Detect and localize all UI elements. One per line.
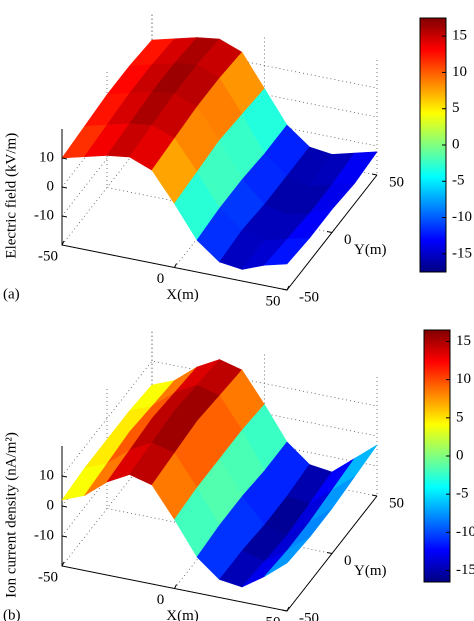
z-tick-label: -10: [34, 207, 54, 223]
z-tick: [61, 215, 68, 218]
panel-label: (b): [3, 607, 21, 621]
colorbar: [423, 329, 451, 583]
x-tick: [61, 561, 65, 567]
colorbar: [419, 17, 447, 273]
z-grid-line: [61, 360, 378, 477]
y-tick-label: -50: [299, 289, 319, 305]
x-axis-label: X(m): [166, 287, 199, 303]
y-tick-label: 0: [344, 553, 352, 569]
colorbar-tick-label: -10: [452, 209, 472, 225]
z-grid-line: [61, 420, 378, 537]
x-tick-label: 0: [157, 271, 165, 287]
x-grid-line: [61, 14, 153, 246]
colorbar-tick-label: -10: [456, 524, 474, 540]
y-tick: [371, 494, 378, 497]
x-tick-label: 50: [266, 293, 281, 309]
x-tick: [174, 263, 177, 268]
x-tick: [286, 285, 290, 291]
z-tick-label: 0: [47, 178, 55, 194]
colorbar-tick-label: 10: [456, 371, 471, 387]
z-tick-label: 0: [47, 497, 55, 513]
colorbar-tick-label: 15: [456, 333, 471, 349]
z-axis-label: Ion current density (nA/m²): [3, 432, 19, 598]
z-tick-label: 10: [39, 149, 54, 165]
colorbar-tick-label: -5: [456, 486, 469, 502]
y-axis-label: Y(m): [354, 242, 387, 258]
colorbar-tick-label: 5: [452, 100, 460, 116]
z-tick: [61, 475, 68, 478]
y-tick-label: 50: [389, 495, 404, 511]
y-tick-label: 0: [344, 232, 352, 248]
colorbar-tick-label: 0: [452, 136, 460, 152]
x-tick-label: 0: [157, 592, 165, 608]
x-tick: [61, 240, 65, 246]
z-tick: [61, 535, 68, 538]
colorbar-tick-label: 0: [456, 447, 464, 463]
surface-patch: [264, 536, 310, 577]
panel-label: (a): [3, 286, 20, 302]
z-grid-line: [61, 100, 378, 217]
x-axis-label: X(m): [166, 608, 199, 621]
x-tick-label: -50: [38, 248, 58, 264]
y-tick: [326, 231, 333, 233]
colorbar-tick-label: -15: [456, 562, 474, 578]
colorbar-tick-label: -5: [452, 173, 465, 189]
y-tick-label: -50: [299, 610, 319, 621]
x-tick-label: 50: [266, 614, 281, 621]
colorbar-tick-label: -15: [452, 245, 472, 261]
y-tick-label: 50: [389, 174, 404, 190]
z-tick: [61, 186, 68, 189]
z-tick: [61, 157, 68, 160]
z-axis-label: Electric field (kV/m): [3, 133, 19, 259]
colorbar-tick-label: 10: [452, 64, 467, 80]
y-tick: [281, 609, 288, 612]
surface-patch: [264, 237, 310, 266]
y-tick: [281, 288, 288, 291]
y-tick: [326, 552, 333, 554]
x-grid-line: [61, 331, 153, 567]
z-tick-label: -10: [34, 527, 54, 543]
x-tick-label: -50: [38, 569, 58, 585]
y-axis-label: Y(m): [354, 563, 387, 579]
z-tick: [61, 505, 68, 508]
colorbar-tick-label: 5: [456, 409, 464, 425]
z-tick-label: 10: [39, 467, 54, 483]
colorbar-tick-label: 15: [452, 28, 467, 44]
x-tick: [174, 584, 177, 589]
x-tick: [286, 606, 290, 612]
y-tick: [371, 173, 378, 176]
